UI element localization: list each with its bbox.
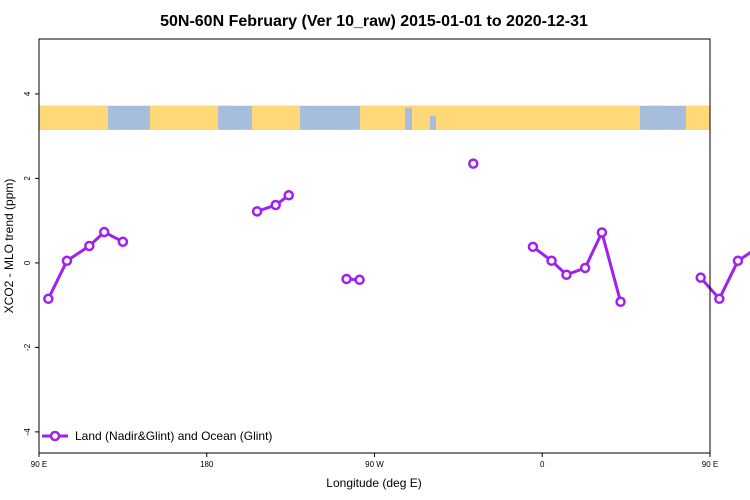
chart-title: 50N-60N February (Ver 10_raw) 2015-01-01… — [160, 13, 588, 30]
legend-label: Land (Nadir&Glint) and Ocean (Glint) — [75, 429, 272, 443]
series-layer — [43, 158, 750, 308]
map-water-region — [676, 109, 682, 130]
data-point — [43, 293, 54, 305]
y-tick-label: 4 — [23, 91, 32, 96]
x-tick-label: 90 E — [31, 460, 47, 469]
data-point — [695, 272, 706, 283]
map-water-region — [650, 105, 660, 130]
data-point — [270, 199, 281, 211]
x-tick-label: 90 W — [365, 460, 384, 469]
series-line — [531, 230, 623, 304]
data-point — [251, 206, 263, 217]
y-axis-label: XCO2 - MLO trend (ppm) — [2, 179, 16, 314]
data-point — [527, 241, 539, 253]
y-tick-label: 0 — [23, 260, 32, 265]
map-strip-land — [39, 105, 710, 130]
x-tick-label: 90 E — [702, 460, 718, 469]
map-water-region — [342, 113, 347, 130]
data-point — [98, 226, 110, 238]
map-water-region — [430, 115, 436, 130]
map-water-region — [405, 107, 412, 130]
map-water-region — [112, 107, 120, 130]
x-tick-label: 180 — [200, 460, 214, 469]
data-point — [546, 255, 557, 267]
data-point — [714, 293, 725, 305]
map-land-region — [360, 105, 640, 130]
x-tick-label: 0 — [540, 460, 545, 469]
data-point — [341, 273, 352, 285]
map-land-region — [252, 105, 300, 130]
plot-frame — [38, 38, 711, 454]
data-point — [596, 227, 608, 238]
x-axis: 90 E 180 90 W 0 90 E — [31, 453, 718, 469]
data-point — [84, 240, 95, 252]
data-point — [468, 158, 479, 169]
data-point — [615, 296, 626, 308]
data-point — [561, 269, 572, 280]
series-line — [699, 251, 750, 301]
data-point — [732, 255, 744, 267]
data-point — [283, 190, 295, 201]
legend-marker — [49, 430, 61, 442]
map-water-region — [132, 111, 136, 130]
x-axis-label: Longitude (deg E) — [326, 476, 421, 490]
data-point — [579, 262, 591, 274]
map-land-region — [39, 105, 108, 130]
map-land-region — [686, 105, 710, 130]
map-water-region — [305, 109, 311, 130]
y-tick-label: 2 — [23, 176, 32, 181]
map-water-region — [222, 105, 232, 130]
data-point — [61, 255, 73, 267]
map-land-region — [150, 105, 218, 130]
data-point — [354, 274, 365, 286]
series-line — [46, 230, 125, 301]
legend: Land (Nadir&Glint) and Ocean (Glint) — [42, 429, 272, 443]
y-axis: -4 -2 0 2 4 — [23, 91, 39, 435]
data-point — [117, 236, 129, 248]
y-tick-label: -4 — [23, 428, 32, 436]
y-tick-label: -2 — [23, 343, 32, 351]
